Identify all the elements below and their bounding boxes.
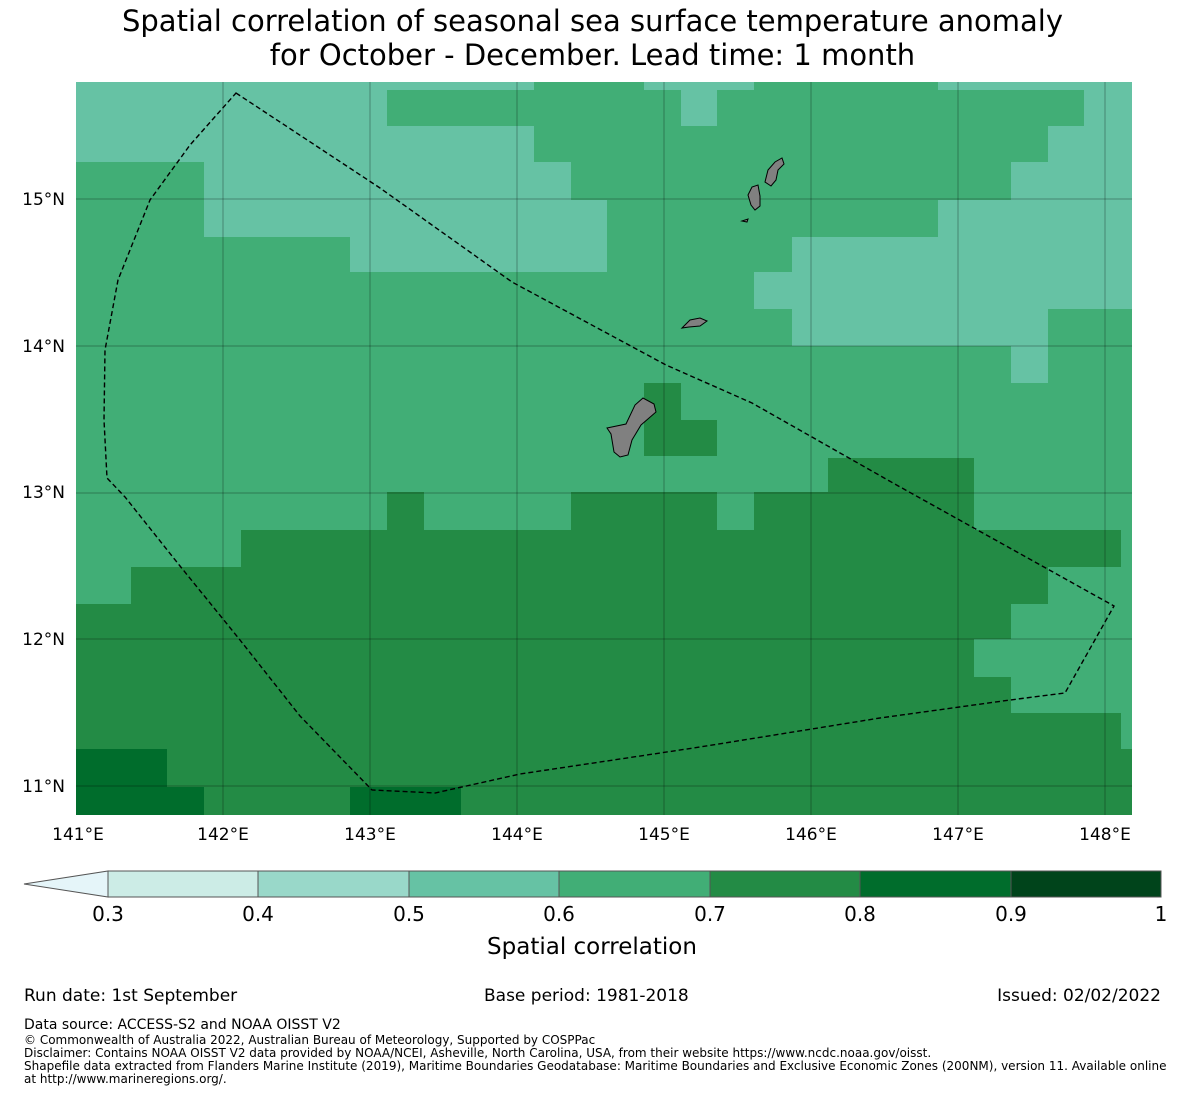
colorbar-tick-label: 0.5 [393,902,425,926]
tinian-island [747,184,761,211]
colorbar-tick-label: 0.4 [242,902,274,926]
lon-tick-label: 142°E [197,825,249,845]
lat-tick-label: 12°N [22,630,65,650]
disclaimer: Disclaimer: Contains NOAA OISST V2 data … [24,1046,932,1060]
colorbar-tick-label: 1 [1155,902,1168,926]
copyright: © Commonwealth of Australia 2022, Austra… [24,1033,596,1047]
correlation-field [76,82,1132,815]
saipan-island [764,157,785,187]
colorbar-extend-arrow [23,870,109,898]
colorbar-segment [1011,871,1161,897]
lon-tick-label: 145°E [638,825,690,845]
map-figure: 141°E 142°E 143°E 144°E 145°E 146°E 147°… [22,82,1168,960]
field-region-mid-top [387,82,1084,200]
colorbar-segment [710,871,860,897]
colorbar-segment [409,871,559,897]
field-region-very-high-s [350,787,461,815]
map-title-line-1: Spatial correlation of seasonal sea surf… [121,4,1064,38]
run-date: Run date: 1st September [24,986,238,1006]
colorbar-tick-label: 0.9 [995,902,1027,926]
colorbar-tick-label: 0.7 [694,902,726,926]
field-region-very-high-sw [76,749,204,815]
lon-tick-labels: 141°E 142°E 143°E 144°E 145°E 146°E 147°… [52,825,1131,845]
map-title-line-2: for October - December. Lead time: 1 mon… [269,38,916,72]
colorbar-tick-label: 0.8 [844,902,876,926]
colorbar-tick-label: 0.3 [92,902,124,926]
colorbar-title: Spatial correlation [487,934,697,960]
rota-island [680,317,709,329]
field-region-high-right [1011,530,1121,567]
lat-tick-label: 15°N [22,190,65,210]
colorbar: 0.3 0.4 0.5 0.6 0.7 0.8 0.9 1 Spatial co… [23,870,1168,960]
lon-tick-label: 148°E [1079,825,1131,845]
lat-tick-label: 11°N [22,777,65,797]
colorbar-outline [107,870,1162,898]
lon-tick-label: 146°E [785,825,837,845]
field-region-high-guam [644,383,717,456]
issued-date: Issued: 02/02/2022 [997,986,1161,1006]
lat-tick-label: 13°N [22,483,65,503]
shapefile-credit-line-2: at http://www.marineregions.org/. [24,1072,227,1086]
lon-tick-label: 143°E [344,825,396,845]
base-period: Base period: 1981-2018 [484,986,689,1006]
lon-tick-label: 141°E [52,825,104,845]
lon-tick-label: 144°E [491,825,543,845]
islands [606,157,785,458]
lat-tick-label: 14°N [22,337,65,357]
lon-tick-label: 147°E [932,825,984,845]
guam-island [606,397,657,458]
eez-boundary [103,92,1115,794]
aguijan-island [740,218,749,223]
colorbar-segment [108,871,258,897]
gridlines [76,82,1132,815]
field-region-mid [76,162,1132,749]
field-region-mid-right [1011,492,1132,530]
lat-tick-labels: 15°N 14°N 13°N 12°N 11°N [22,190,65,797]
colorbar-tick-label: 0.6 [543,902,575,926]
shapefile-credit-line-1: Shapefile data extracted from Flanders M… [24,1059,1167,1073]
colorbar-segment [258,871,409,897]
colorbar-segment [860,871,1011,897]
colorbar-segment [559,871,710,897]
data-source: Data source: ACCESS-S2 and NOAA OISST V2 [24,1017,341,1033]
